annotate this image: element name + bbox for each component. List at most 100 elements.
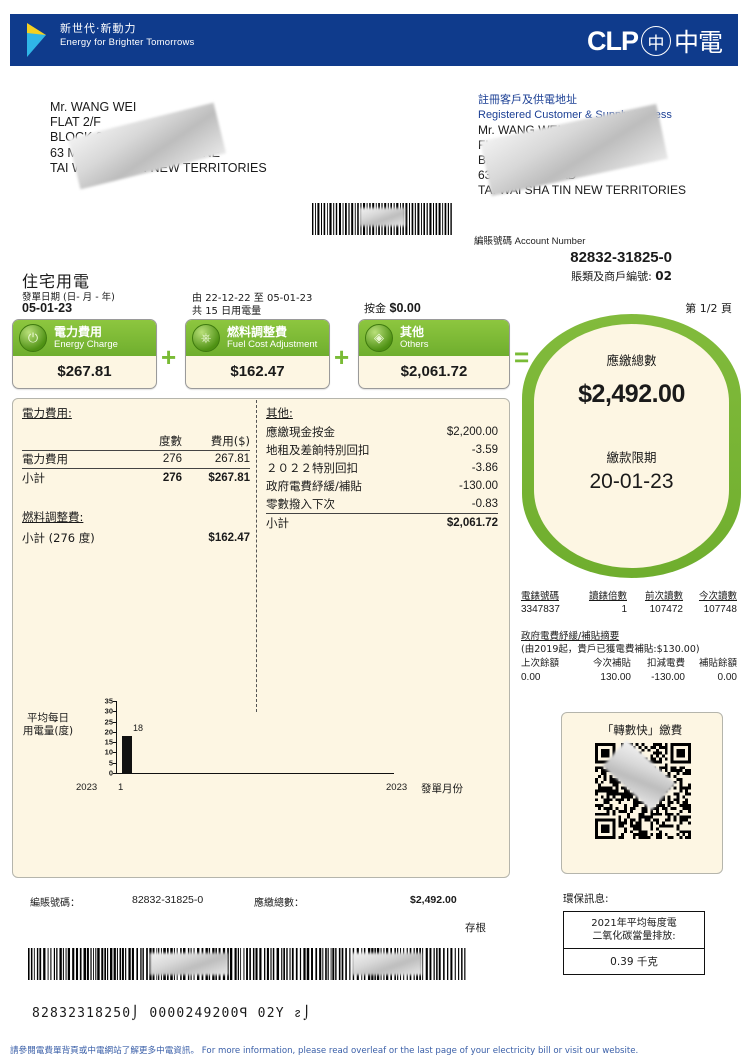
subsidy-current: 130.00	[600, 672, 631, 683]
subsidy-title: 政府電費紓緩/補貼摘要	[521, 631, 620, 642]
brand-header: 新世代·新動力 Energy for Brighter Tomorrows CL…	[10, 14, 738, 66]
diamond-icon: ◈	[365, 324, 393, 352]
row-name: 地租及差餉特別回扣	[266, 443, 370, 457]
row-units: 276	[162, 453, 182, 465]
chart-y-tick: 15	[104, 737, 113, 747]
chart-y-axis	[116, 701, 117, 773]
fps-payment-box[interactable]: 「轉數快」繳費	[561, 712, 723, 874]
meter-multiplier: 1	[621, 604, 627, 615]
row-name: 電力費用	[22, 452, 68, 466]
charge-amount: $162.47	[230, 363, 285, 380]
deposit-row: 按金 $0.00	[364, 300, 421, 316]
registered-address-title-cn: 註冊客戶及供電地址	[478, 93, 577, 106]
environment-line-1: 2021年平均每度電	[591, 918, 677, 929]
subsidy-value-row: 0.00 130.00 -130.00 0.00	[521, 671, 737, 684]
y-label-line-1: 平均每日	[27, 712, 69, 724]
account-type-label: 賬類及商戶編號:	[571, 270, 652, 283]
due-date-label: 繳款限期	[606, 450, 657, 465]
energy-table-title: 電力費用:	[22, 406, 72, 420]
charge-box-others: ◈ 其他 Others $2,061.72	[358, 319, 510, 389]
others-row: 零數撥入下次 -0.83	[266, 495, 498, 513]
row-name: 政府電費紓緩/補貼	[266, 479, 362, 493]
page-number: 第 1/2 頁	[685, 302, 732, 315]
meter-previous: 107472	[649, 604, 683, 615]
micr-line: 82832318250⌡ 0000249200ꟼ 02Y ᴤ⌡	[32, 1006, 312, 1021]
chart-y-tick: 30	[104, 706, 113, 716]
subtotal-name: 小計	[22, 471, 45, 485]
meter-reading-table: 電錶號碼 讀錶倍數 前次讀數 今次讀數 3347837 1 107472 107…	[521, 588, 737, 617]
chart-bar-value-label: 18	[132, 722, 144, 733]
charge-box-energy: ⏻ 電力費用 Energy Charge $267.81	[12, 319, 157, 389]
clp-flame-logo-icon	[27, 23, 46, 57]
others-row: 政府電費紓緩/補貼 -130.00	[266, 477, 498, 495]
consumption-bar-chart: 0 5 10 15 20 25 30 35 18	[105, 697, 394, 778]
chart-x-start-label: 2023	[76, 782, 98, 793]
charge-label-en: Energy Charge	[54, 339, 118, 351]
chart-y-tick: 35	[104, 696, 113, 706]
fuel-subtotal-cost: $162.47	[208, 532, 250, 544]
period-from-label: 由	[192, 293, 202, 304]
account-number-label: 編賬號碼 Account Number	[474, 236, 586, 247]
brand-latin-text: CLP	[586, 25, 639, 56]
charge-box-header: ⏻ 電力費用 Energy Charge	[13, 320, 156, 356]
slogan-english: Energy for Brighter Tomorrows	[60, 37, 195, 48]
subsidy-col-prev-balance: 上次餘額	[521, 658, 560, 669]
due-date-value: 20-01-23	[589, 470, 674, 493]
chart-y-tick-mark	[113, 731, 116, 733]
meter-value-row: 3347837 1 107472 107748	[521, 603, 737, 617]
brand-chinese-text: 中電	[673, 28, 723, 57]
subsidy-balance: 0.00	[717, 672, 737, 683]
deposit-label: 按金	[364, 302, 386, 315]
stub-total-label: 應繳總數：	[254, 898, 304, 909]
fuel-table-title: 燃料調整費:	[22, 510, 84, 524]
meter-col-current: 今次讀數	[698, 591, 737, 602]
chart-y-tick: 25	[104, 717, 113, 727]
fuel-subtotal-row: 小計 (276 度) $162.47	[22, 530, 250, 547]
charge-label-en: Fuel Cost Adjustment	[227, 339, 318, 351]
subtotal-units: 276	[162, 472, 182, 484]
brand-ring-icon: 中	[640, 26, 671, 56]
charge-box-header: ◈ 其他 Others	[359, 320, 509, 356]
energy-table-row: 電力費用 276 267.81	[22, 451, 250, 468]
row-name: 應繳現金按金	[266, 425, 335, 439]
meter-current: 107748	[703, 604, 737, 615]
row-value: $2,200.00	[446, 426, 498, 438]
meter-col-previous: 前次讀數	[644, 591, 683, 602]
subtotal-cost: $267.81	[208, 472, 250, 484]
slogan-chinese: 新世代·新動力	[60, 22, 137, 35]
charge-box-fuel: ⎈ 燃料調整費 Fuel Cost Adjustment $162.47	[185, 319, 330, 389]
period-from-value: 22-12-22	[205, 293, 251, 304]
mailing-address-line: FLAT 2/F	[50, 115, 101, 130]
meter-col-number: 電錶號碼	[521, 591, 560, 602]
others-row: ２０２２特別回扣 -3.86	[266, 459, 498, 477]
chart-y-tick-mark	[113, 762, 116, 764]
energy-charge-section: 電力費用: 度數 費用($) 電力費用 276 267.81 小計 276 $2…	[22, 404, 250, 547]
total-amount-oval: 應繳總數 $2,492.00 繳款限期 20-01-23	[522, 314, 741, 578]
others-row: 應繳現金按金 $2,200.00	[266, 423, 498, 441]
equals-operator: =	[514, 342, 530, 372]
stub-account-value: 82832-31825-0	[132, 894, 204, 906]
row-value: -3.86	[471, 462, 498, 474]
charge-label-en: Others	[400, 339, 429, 351]
stub-copy-label: 存根	[465, 922, 486, 934]
charge-box-labels: 電力費用 Energy Charge	[54, 326, 118, 351]
stub-account-label: 編賬號碼：	[30, 898, 80, 909]
chart-y-axis-label: 平均每日 用電量(度)	[8, 712, 88, 738]
total-amount: $2,492.00	[578, 380, 685, 408]
tariff-title: 住宅用電	[22, 272, 91, 291]
qr-code-icon[interactable]	[595, 743, 691, 839]
redaction-smudge-barcode	[360, 208, 405, 226]
account-number-block: 編賬號碼 Account Number 82832-31825-0 賬類及商戶編…	[474, 233, 672, 284]
energy-col-units: 度數	[159, 434, 182, 448]
plus-operator-1: +	[161, 342, 177, 372]
subtotal-name: 小計	[266, 516, 289, 530]
account-type-value: 02	[655, 269, 672, 283]
subtotal-value: $2,061.72	[446, 517, 498, 529]
energy-col-cost: 費用($)	[210, 434, 250, 448]
row-name: ２０２２特別回扣	[266, 461, 358, 475]
energy-col-name	[22, 433, 126, 449]
row-value: -3.59	[471, 444, 498, 456]
environment-value: 0.39 千克	[610, 956, 658, 968]
others-section: 其他: 應繳現金按金 $2,200.00 地租及差餉特別回扣 -3.59 ２０２…	[266, 404, 498, 533]
clp-brand-logo: CLP 中 中電	[586, 23, 723, 59]
